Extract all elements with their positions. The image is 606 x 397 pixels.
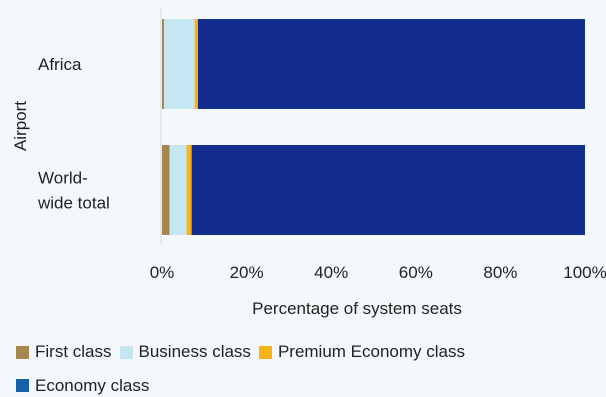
bar-segment-premium-economy-class-1 <box>186 145 192 235</box>
bar-segment-economy-class-0 <box>197 19 585 109</box>
legend-swatch <box>16 379 29 392</box>
bar-segment-economy-class-1 <box>191 145 586 235</box>
legend-swatch <box>258 345 272 359</box>
legend-row: First class Business class Premium Economy… <box>16 336 586 370</box>
x-tick-label: 60% <box>399 263 433 282</box>
category-label-line: Africa <box>38 55 82 74</box>
category-label-line: wide total <box>37 194 110 213</box>
legend-swatch <box>119 345 133 359</box>
x-tick-label: 20% <box>230 263 264 282</box>
category-label-line: World- <box>38 169 88 188</box>
legend-item: Premium Economy class <box>258 336 465 368</box>
bar-segment-business-class-1 <box>169 145 187 235</box>
legend: First class Business class Premium Economy… <box>16 336 586 397</box>
bar-segment-first-class-0 <box>162 19 165 109</box>
legend-label: Economy class <box>35 375 150 395</box>
bar-segment-business-class-0 <box>164 19 195 109</box>
x-tick-label: 0% <box>150 263 175 282</box>
x-axis-label: Percentage of system seats <box>252 299 462 318</box>
legend-swatch <box>16 345 29 359</box>
bar-segment-premium-economy-class-0 <box>194 19 198 109</box>
x-tick-label: 80% <box>483 263 517 282</box>
legend-label: First class <box>35 342 112 361</box>
chart-plot: Airport Percentage of system seats Afric… <box>11 8 606 318</box>
legend-row: Economy class <box>16 370 586 397</box>
bar-segment-first-class-1 <box>162 145 170 235</box>
legend-item: First class <box>16 336 112 368</box>
legend-item: Business class <box>119 336 251 368</box>
x-tick-label: 100% <box>563 263 606 282</box>
x-tick-label: 40% <box>314 263 348 282</box>
legend-item: Economy class <box>16 370 149 397</box>
y-axis-label: Airport <box>11 101 30 151</box>
legend-label: Premium Economy class <box>277 342 465 361</box>
legend-label: Business class <box>138 342 251 361</box>
